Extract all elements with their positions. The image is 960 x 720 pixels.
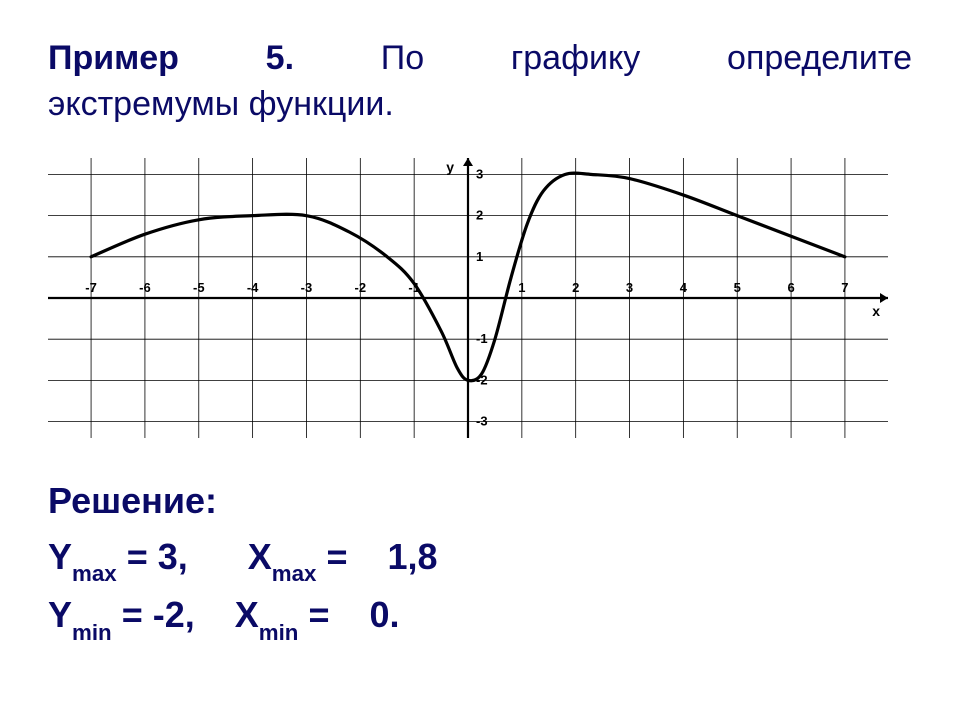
svg-text:-6: -6	[139, 280, 151, 295]
xmax-x: X	[248, 536, 272, 577]
xmin-val: 0.	[369, 594, 399, 635]
solution-line-1: Ymax = 3, Xmax = 1,8	[48, 529, 912, 588]
xmin-x: X	[235, 594, 259, 635]
svg-text:-3: -3	[476, 413, 488, 428]
ymin-val: = -2,	[112, 594, 195, 635]
svg-text:5: 5	[734, 280, 741, 295]
svg-text:y: y	[446, 159, 454, 175]
svg-text:-5: -5	[193, 280, 205, 295]
chart-svg: -7-6-5-4-3-2-11234567-3-2-1123xy	[48, 158, 888, 438]
svg-text:3: 3	[626, 280, 633, 295]
svg-text:-2: -2	[355, 280, 367, 295]
extrema-chart: -7-6-5-4-3-2-11234567-3-2-1123xy	[48, 158, 912, 443]
svg-text:-7: -7	[85, 280, 97, 295]
xmin-eq: =	[298, 594, 339, 635]
ymax-y: Y	[48, 536, 72, 577]
svg-text:4: 4	[680, 280, 688, 295]
title-prefix: Пример 5.	[48, 39, 294, 77]
svg-text:7: 7	[841, 280, 848, 295]
svg-text:1: 1	[518, 280, 525, 295]
xmax-eq: =	[316, 536, 357, 577]
svg-text:1: 1	[476, 249, 483, 264]
svg-text:2: 2	[572, 280, 579, 295]
svg-text:x: x	[872, 303, 880, 319]
ymax-val: = 3,	[117, 536, 188, 577]
problem-title: Пример 5. По графику определите экстрему…	[48, 36, 912, 128]
title-rest1: По графику определите	[294, 39, 912, 77]
ymin-sub: min	[72, 620, 112, 645]
svg-text:-1: -1	[476, 331, 488, 346]
solution-block: Решение: Ymax = 3, Xmax = 1,8 Ymin = -2,…	[48, 473, 912, 646]
title-line2: экстремумы функции.	[48, 82, 912, 128]
svg-text:2: 2	[476, 207, 483, 222]
ymin-y: Y	[48, 594, 72, 635]
xmax-val: 1,8	[388, 536, 438, 577]
solution-heading: Решение:	[48, 473, 912, 529]
svg-text:-3: -3	[301, 280, 313, 295]
solution-line-2: Ymin = -2, Xmin = 0.	[48, 587, 912, 646]
ymax-sub: max	[72, 561, 117, 586]
xmin-sub: min	[259, 620, 299, 645]
xmax-sub: max	[272, 561, 317, 586]
svg-text:6: 6	[787, 280, 794, 295]
svg-text:-4: -4	[247, 280, 259, 295]
svg-text:3: 3	[476, 166, 483, 181]
